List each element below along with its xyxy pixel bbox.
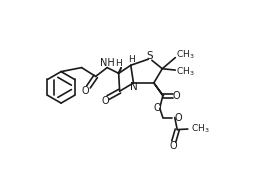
Text: O: O xyxy=(172,91,180,101)
Text: H: H xyxy=(128,55,135,64)
Text: H: H xyxy=(115,59,122,68)
Text: O: O xyxy=(82,86,89,96)
Text: NH: NH xyxy=(100,58,115,68)
Text: CH$_3$: CH$_3$ xyxy=(191,122,209,135)
Text: S: S xyxy=(146,51,153,61)
Text: O: O xyxy=(169,141,177,151)
Text: O: O xyxy=(174,113,182,122)
Polygon shape xyxy=(154,83,164,96)
Text: CH$_3$: CH$_3$ xyxy=(176,65,194,78)
Text: N: N xyxy=(130,82,138,92)
Text: O: O xyxy=(101,96,109,106)
Text: O: O xyxy=(154,103,161,113)
Text: CH$_3$: CH$_3$ xyxy=(176,48,194,61)
